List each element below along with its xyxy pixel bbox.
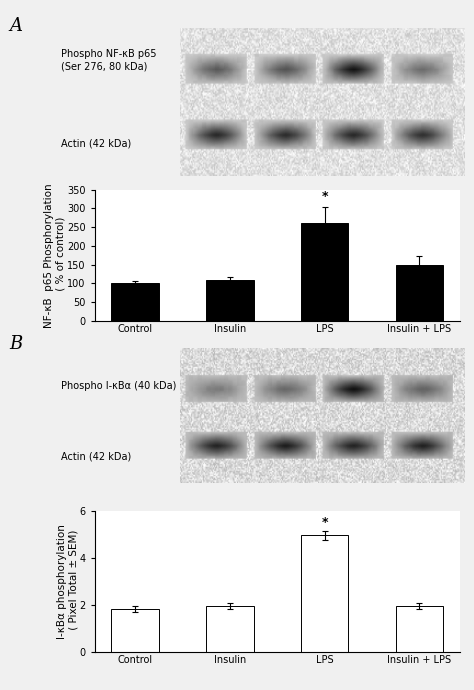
- Bar: [396, 266, 443, 321]
- Text: Actin (42 kDa): Actin (42 kDa): [61, 451, 131, 461]
- Bar: [396, 606, 443, 652]
- Text: B: B: [9, 335, 23, 353]
- Text: Phospho I-κBα (40 kDa): Phospho I-κBα (40 kDa): [61, 381, 176, 391]
- Bar: [206, 280, 254, 321]
- Y-axis label: NF-κB  p65 Phosphorylation
 ( % of control): NF-κB p65 Phosphorylation ( % of control…: [44, 183, 66, 328]
- Text: Phospho NF-κB p65
(Ser 276, 80 kDa): Phospho NF-κB p65 (Ser 276, 80 kDa): [61, 50, 156, 71]
- Text: *: *: [321, 190, 328, 203]
- Bar: [206, 606, 254, 652]
- Bar: [301, 535, 348, 652]
- Bar: [111, 609, 159, 652]
- Text: A: A: [9, 17, 22, 35]
- Text: *: *: [321, 516, 328, 529]
- Bar: [301, 224, 348, 321]
- Y-axis label: I-κBα phosphorylation
 ( Pixel Total ± SEM): I-κBα phosphorylation ( Pixel Total ± SE…: [56, 524, 78, 639]
- Bar: [111, 283, 159, 321]
- Text: Actin (42 kDa): Actin (42 kDa): [61, 138, 131, 148]
